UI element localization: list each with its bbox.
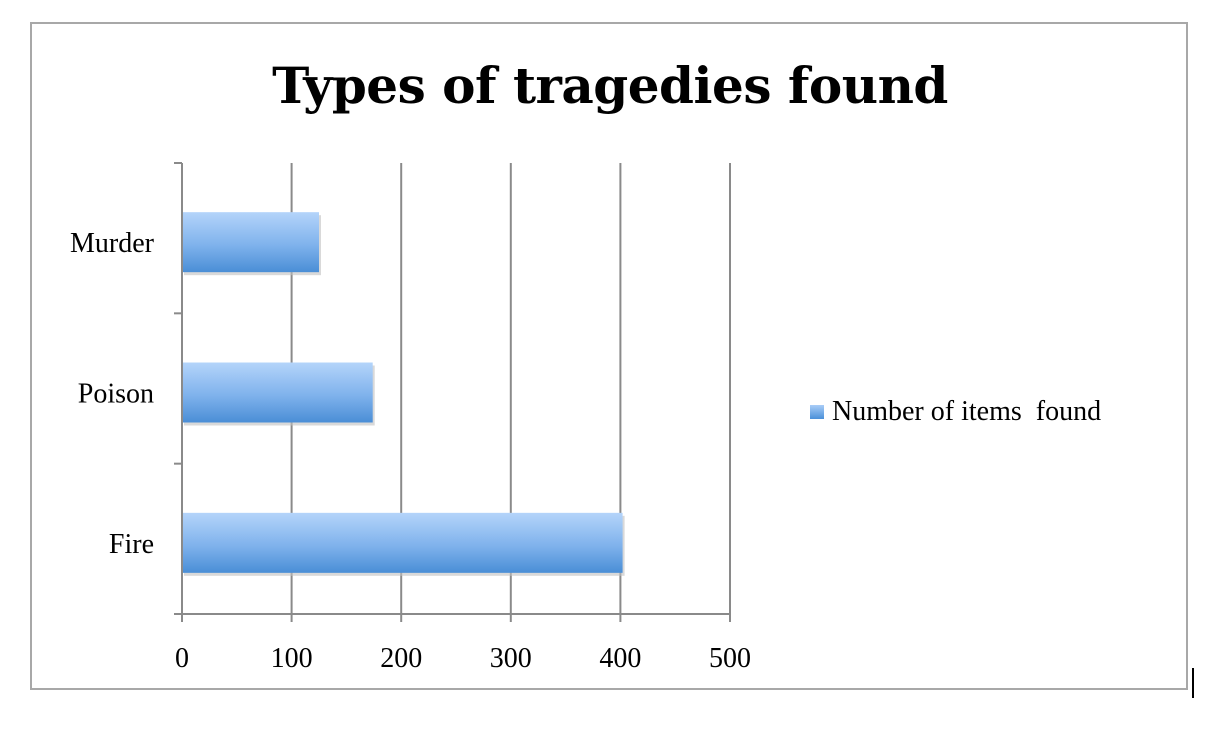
x-tick-label: 0 bbox=[175, 643, 189, 674]
text-cursor bbox=[1192, 668, 1194, 698]
legend-swatch bbox=[810, 405, 824, 419]
x-tick-label: 100 bbox=[271, 643, 313, 674]
y-category-label: Poison bbox=[78, 379, 154, 410]
bar-murder bbox=[182, 212, 319, 273]
x-tick-label: 400 bbox=[599, 643, 641, 674]
y-category-label: Fire bbox=[109, 529, 154, 560]
y-category-label: Murder bbox=[70, 228, 155, 259]
x-tick-label: 500 bbox=[709, 643, 751, 674]
x-tick-label: 200 bbox=[380, 643, 422, 674]
chart-frame bbox=[30, 22, 1188, 690]
x-tick-label: 300 bbox=[490, 643, 532, 674]
bar-poison bbox=[182, 362, 373, 423]
legend-label: Number of items found bbox=[832, 396, 1102, 427]
chart-legend: Number of items found bbox=[810, 396, 1101, 428]
bar-fire bbox=[182, 512, 623, 573]
chart-title: Types of tragedies found bbox=[272, 56, 948, 115]
